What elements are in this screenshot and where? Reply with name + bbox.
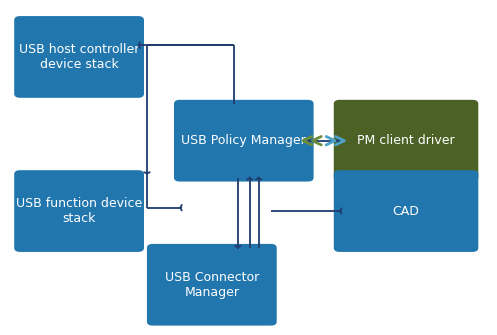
Text: PM client driver: PM client driver	[357, 134, 455, 147]
Text: USB host controller
device stack: USB host controller device stack	[19, 43, 139, 71]
FancyBboxPatch shape	[14, 170, 144, 252]
Text: USB Connector
Manager: USB Connector Manager	[165, 271, 259, 299]
Text: USB function device
stack: USB function device stack	[16, 197, 142, 225]
FancyBboxPatch shape	[14, 16, 144, 98]
FancyBboxPatch shape	[334, 100, 478, 182]
FancyBboxPatch shape	[147, 244, 277, 326]
Text: CAD: CAD	[393, 205, 419, 217]
Text: USB Policy Manager: USB Policy Manager	[181, 134, 306, 147]
FancyBboxPatch shape	[174, 100, 314, 182]
FancyBboxPatch shape	[334, 170, 478, 252]
